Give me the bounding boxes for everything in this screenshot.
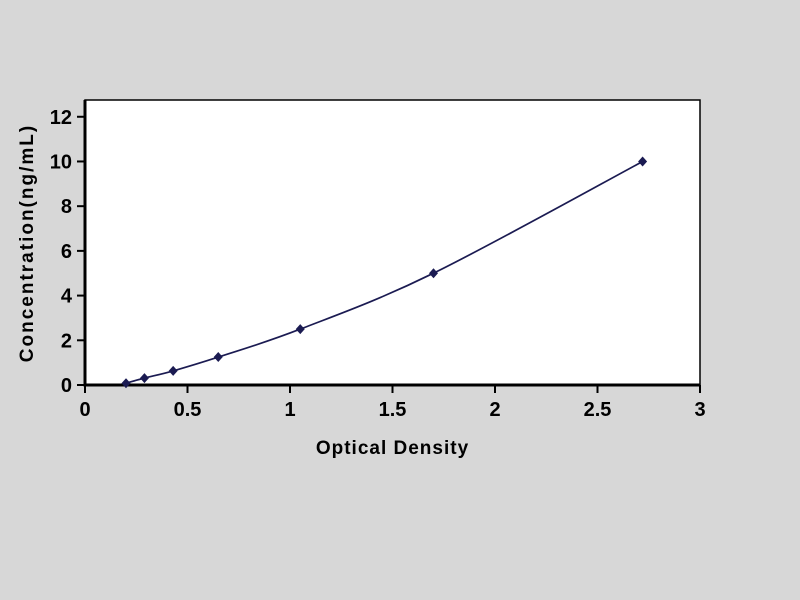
y-tick-label: 12 xyxy=(50,107,72,129)
y-tick-label: 2 xyxy=(61,330,72,352)
x-axis-title: Optical Density xyxy=(315,438,470,459)
x-tick-label: 3 xyxy=(694,399,705,421)
y-tick-label: 4 xyxy=(61,286,73,308)
x-tick-label: 2 xyxy=(489,399,500,421)
x-tick-label: 1 xyxy=(284,399,295,421)
x-tick-label: 2.5 xyxy=(584,399,612,421)
x-tick-label: 0 xyxy=(79,399,90,421)
data-point-marker xyxy=(121,378,131,389)
x-tick-label: 0.5 xyxy=(174,399,202,421)
y-tick-label: 6 xyxy=(61,241,72,263)
data-point-marker xyxy=(213,352,223,363)
plot-background xyxy=(84,99,701,386)
x-tick-label: 1.5 xyxy=(379,399,407,421)
y-tick-label: 8 xyxy=(61,196,72,218)
data-point-marker xyxy=(429,268,438,279)
data-point-marker xyxy=(295,324,305,335)
standard-curve-line xyxy=(125,160,644,385)
data-point-marker xyxy=(638,156,648,167)
y-tick-label: 10 xyxy=(50,151,72,173)
y-tick-label: 0 xyxy=(61,375,72,397)
data-point-marker xyxy=(168,365,178,376)
data-point-marker xyxy=(139,373,149,384)
y-axis-title: Concentration(ng/mL) xyxy=(17,123,38,363)
